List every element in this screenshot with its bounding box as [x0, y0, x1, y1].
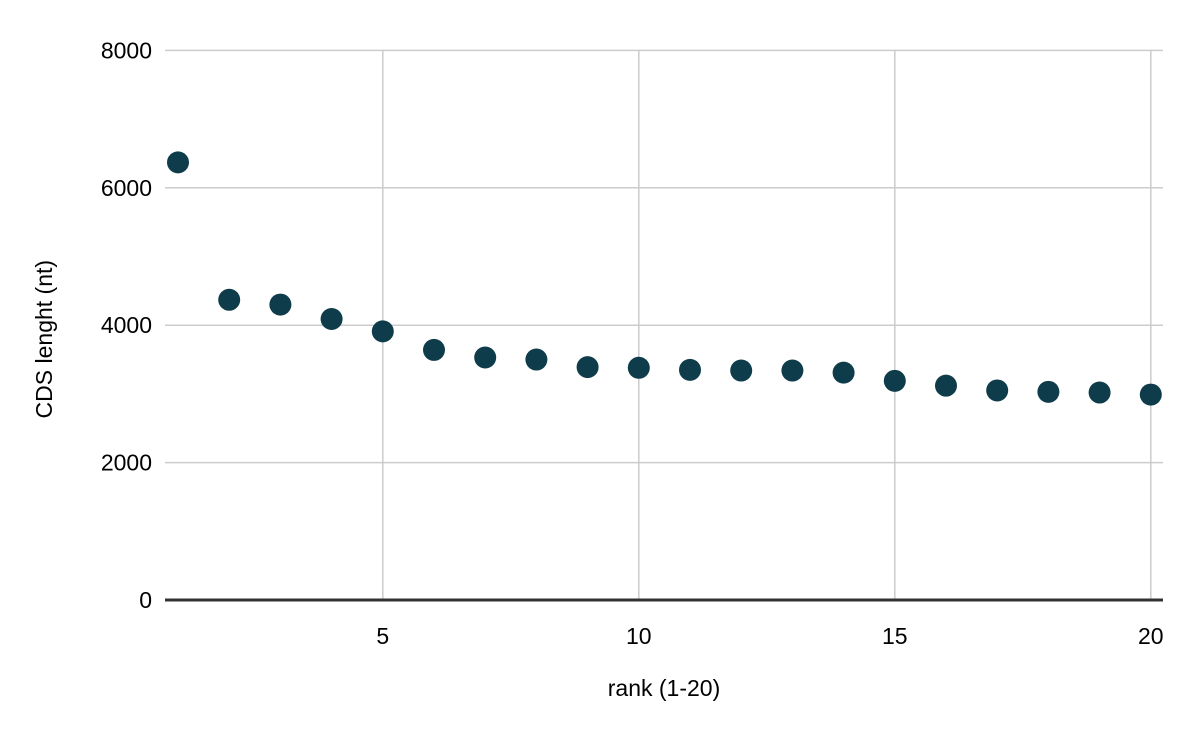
y-tick-label: 4000	[101, 312, 152, 338]
data-point	[1037, 380, 1060, 403]
data-point	[935, 374, 957, 397]
data-point	[883, 369, 906, 392]
data-point	[423, 338, 445, 361]
data-point	[525, 348, 548, 371]
data-point	[576, 356, 599, 379]
x-tick-label: 5	[376, 623, 389, 649]
y-tick-label: 2000	[101, 450, 152, 476]
data-point	[474, 346, 497, 369]
x-axis-title: rank (1-20)	[608, 675, 720, 701]
data-point	[1139, 383, 1162, 406]
x-tick-label: 15	[882, 623, 908, 649]
data-point	[832, 361, 855, 384]
y-tick-label: 8000	[101, 37, 152, 63]
data-point	[679, 358, 701, 381]
y-axis-title: CDS lenght (nt)	[31, 260, 57, 419]
data-point	[218, 288, 241, 311]
data-point	[627, 356, 650, 379]
data-point	[781, 359, 804, 382]
data-point	[986, 379, 1009, 402]
y-tick-label: 0	[139, 587, 152, 613]
data-point	[167, 151, 189, 174]
y-tick-label: 6000	[101, 175, 152, 201]
x-tick-label: 20	[1138, 623, 1164, 649]
data-point	[269, 293, 292, 316]
data-point	[1088, 381, 1111, 404]
data-point	[371, 320, 394, 343]
data-point	[320, 308, 343, 331]
data-point	[730, 359, 753, 382]
x-tick-label: 10	[626, 623, 652, 649]
